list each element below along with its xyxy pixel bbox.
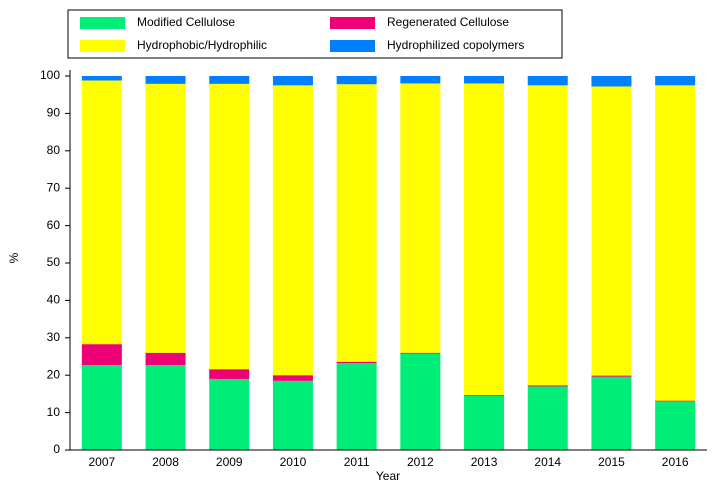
bar-segment xyxy=(145,365,186,450)
y-tick-label: 20 xyxy=(47,367,61,381)
y-tick-label: 60 xyxy=(47,218,61,232)
y-tick-label: 10 xyxy=(47,405,61,419)
legend-label: Hydrophilized copolymers xyxy=(387,38,524,52)
x-tick-label: 2008 xyxy=(152,455,179,469)
bar-segment xyxy=(145,76,186,84)
legend-swatch xyxy=(80,40,125,52)
bar-segment xyxy=(655,76,696,86)
x-tick-label: 2012 xyxy=(407,455,434,469)
bar-segment xyxy=(336,76,377,85)
bar-segment xyxy=(527,85,568,386)
bar-segment xyxy=(655,401,696,450)
x-tick-label: 2013 xyxy=(471,455,498,469)
x-tick-label: 2015 xyxy=(598,455,625,469)
bar-segment xyxy=(145,352,186,366)
bar-segment xyxy=(336,84,377,362)
bar-segment xyxy=(591,76,632,87)
bar-segment xyxy=(527,385,568,387)
bar-segment xyxy=(81,76,122,81)
bar-segment xyxy=(272,380,313,450)
bar-segment xyxy=(400,352,441,354)
legend-label: Modified Cellulose xyxy=(137,15,235,29)
bar-segment xyxy=(81,344,122,366)
bar-segment xyxy=(400,353,441,450)
bar-segment xyxy=(145,83,186,353)
bar-segment xyxy=(209,369,250,379)
bar-segment xyxy=(336,363,377,450)
bar-segment xyxy=(464,395,505,396)
y-tick-label: 50 xyxy=(47,255,61,269)
bar-segment xyxy=(464,83,505,396)
bar-segment xyxy=(655,85,696,401)
bar-segment xyxy=(272,76,313,86)
bar-segment xyxy=(591,86,632,376)
y-axis-label: % xyxy=(7,252,21,263)
bar-segment xyxy=(655,400,696,402)
x-tick-label: 2009 xyxy=(216,455,243,469)
bar-segment xyxy=(400,76,441,84)
bar-segment xyxy=(209,378,250,450)
x-tick-label: 2010 xyxy=(280,455,307,469)
legend-label: Regenerated Cellulose xyxy=(387,15,509,29)
bar-segment xyxy=(209,83,250,370)
bar-segment xyxy=(464,76,505,84)
x-tick-label: 2016 xyxy=(662,455,689,469)
bar-segment xyxy=(464,395,505,450)
y-tick-label: 30 xyxy=(47,330,61,344)
x-tick-label: 2014 xyxy=(534,455,561,469)
bar-segment xyxy=(400,83,441,353)
legend-swatch xyxy=(80,17,125,29)
x-axis-label: Year xyxy=(376,469,400,483)
y-tick-label: 0 xyxy=(53,442,60,456)
y-tick-label: 100 xyxy=(40,68,60,82)
legend-swatch xyxy=(330,17,375,29)
bar-segment xyxy=(527,76,568,86)
bar-segment xyxy=(81,80,122,345)
bar-segment xyxy=(272,375,313,381)
y-tick-label: 90 xyxy=(47,106,61,120)
legend-swatch xyxy=(330,40,375,52)
bar-segment xyxy=(336,361,377,364)
x-tick-label: 2007 xyxy=(88,455,115,469)
x-tick-label: 2011 xyxy=(344,455,370,469)
y-tick-label: 80 xyxy=(47,143,61,157)
bar-segment xyxy=(527,386,568,450)
bar-segment xyxy=(81,365,122,450)
bar-segment xyxy=(209,76,250,84)
legend-box xyxy=(67,9,563,59)
y-tick-label: 70 xyxy=(47,180,61,194)
bar-segment xyxy=(591,376,632,450)
y-tick-label: 40 xyxy=(47,293,61,307)
legend-label: Hydrophobic/Hydrophilic xyxy=(137,38,267,52)
bar-segment xyxy=(591,375,632,377)
bar-segment xyxy=(272,85,313,376)
